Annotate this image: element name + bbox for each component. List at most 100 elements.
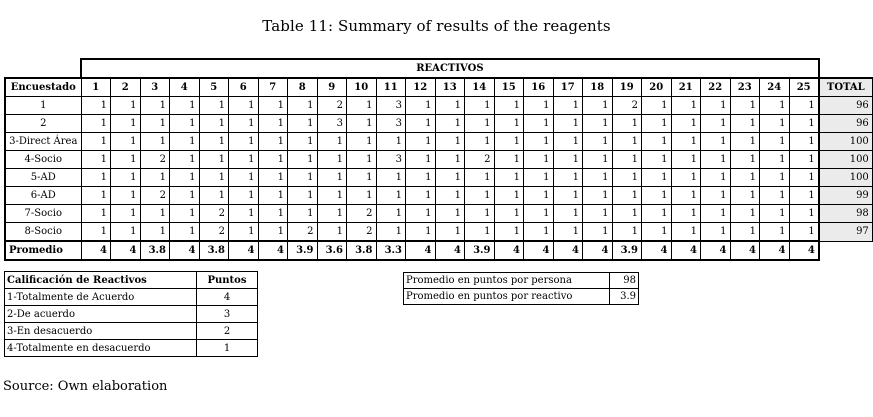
column-header-row: Encuestado 1 2 3 4 5 6 7 8 9 10 11 12 13 14 15 16 17 18 19… — [4, 77, 873, 97]
table-cell: 1 — [139, 132, 170, 151]
table-cell: 1 — [346, 150, 377, 169]
table-cell: 1 — [257, 222, 288, 242]
average-value: 98 — [609, 272, 639, 289]
table-cell: 2 — [139, 150, 170, 169]
table-cell: 1 — [316, 168, 347, 187]
table-cell: 1 — [257, 150, 288, 169]
table-cell: 1 — [228, 204, 259, 223]
table-cell: 1 — [759, 204, 790, 223]
summary-cell: 4 — [700, 240, 731, 261]
table-cell: 1 — [169, 204, 200, 223]
table-cell: 1 — [405, 186, 436, 205]
summary-cell: 4 — [80, 240, 111, 261]
table-cell: 1 — [316, 132, 347, 151]
table-cell: 2 — [198, 204, 229, 223]
group-header-row: REACTIVOS — [5, 58, 873, 79]
row-total: 99 — [818, 186, 873, 205]
table-cell: 1 — [700, 96, 731, 115]
row-total: 100 — [818, 168, 873, 187]
table-cell: 1 — [80, 186, 111, 205]
legend-label: 4-Totalmente en desacuerdo — [4, 339, 197, 357]
table-cell: 1 — [670, 168, 701, 187]
table-cell: 1 — [759, 150, 790, 169]
table-cell: 1 — [139, 222, 170, 242]
table-row: 3-Direct Área 1 1 1 1 1 1 1 1 1 1 1 1 1 1 1 1 1 1 1 1 1 1 1 1 1 10… — [4, 132, 873, 151]
average-row: Promedio en puntos por reactivo 3.9 — [403, 288, 639, 305]
table-cell: 1 — [316, 150, 347, 169]
legend-points: 1 — [196, 339, 258, 357]
table-cell: 2 — [346, 222, 377, 242]
table-cell: 1 — [80, 96, 111, 115]
table-cell: 1 — [788, 204, 820, 223]
summary-cell: 4 — [110, 240, 141, 261]
table-cell: 1 — [434, 222, 465, 242]
table-cell: 1 — [346, 114, 377, 133]
table-cell: 1 — [464, 132, 495, 151]
table-cell: 1 — [228, 96, 259, 115]
table-cell: 1 — [169, 150, 200, 169]
summary-cell: 4 — [228, 240, 259, 261]
table-cell: 1 — [198, 96, 229, 115]
table-cell: 1 — [523, 204, 554, 223]
table-cell: 1 — [346, 168, 377, 187]
table-cell: 1 — [788, 222, 820, 242]
table-cell: 1 — [729, 222, 760, 242]
table-cell: 1 — [169, 96, 200, 115]
table-cell: 1 — [700, 132, 731, 151]
column-header: 9 — [316, 77, 347, 97]
average-label: Promedio en puntos por persona — [403, 272, 610, 289]
summary-cell: 4 — [257, 240, 288, 261]
legend-header-row: Calificación de Reactivos Puntos — [4, 271, 258, 289]
table-cell: 1 — [405, 150, 436, 169]
table-cell: 1 — [198, 114, 229, 133]
legend-points: 2 — [196, 322, 258, 340]
table-cell: 2 — [287, 222, 318, 242]
table-cell: 1 — [493, 204, 524, 223]
table-cell: 1 — [434, 186, 465, 205]
legend-row: 1-Totalmente de Acuerdo 4 — [4, 288, 258, 306]
table-cell: 1 — [523, 222, 554, 242]
row-total: 96 — [818, 114, 873, 133]
column-header: 10 — [346, 77, 377, 97]
table-cell: 3 — [316, 114, 347, 133]
table-cell: 1 — [641, 204, 672, 223]
column-header: 6 — [228, 77, 259, 97]
table-cell: 1 — [700, 114, 731, 133]
table-cell: 1 — [375, 204, 406, 223]
table-cell: 1 — [375, 168, 406, 187]
legend-points: 3 — [196, 305, 258, 323]
summary-cell: 4 — [641, 240, 672, 261]
table-cell: 3 — [375, 114, 406, 133]
table-row: 4-Socio 1 1 2 1 1 1 1 1 1 1 3 1 1 2 1 1 1 1 1 1 1 1 1 1 1 100 — [4, 150, 873, 169]
table-cell: 1 — [611, 114, 642, 133]
row-total: 96 — [818, 96, 873, 115]
row-total: 98 — [818, 204, 873, 223]
table-cell: 1 — [257, 114, 288, 133]
table-cell: 1 — [670, 132, 701, 151]
row-label: 4-Socio — [4, 150, 82, 169]
table-cell: 1 — [582, 186, 613, 205]
average-value: 3.9 — [609, 288, 639, 305]
table-cell: 1 — [641, 168, 672, 187]
table-cell: 1 — [228, 150, 259, 169]
table-cell: 1 — [788, 114, 820, 133]
table-cell: 1 — [464, 222, 495, 242]
table-cell: 1 — [582, 168, 613, 187]
column-header: 22 — [700, 77, 731, 97]
table-cell: 1 — [552, 222, 583, 242]
column-header: 24 — [759, 77, 790, 97]
column-header: 19 — [611, 77, 642, 97]
table-cell: 1 — [729, 168, 760, 187]
summary-cell: 4 — [729, 240, 760, 261]
table-cell: 1 — [169, 114, 200, 133]
table-cell: 1 — [405, 222, 436, 242]
table-cell: 1 — [375, 222, 406, 242]
legend-header-label: Calificación de Reactivos — [4, 271, 197, 289]
table-cell: 1 — [552, 96, 583, 115]
summary-cell: 3.9 — [611, 240, 642, 261]
table-cell: 1 — [788, 168, 820, 187]
row-total: 100 — [818, 132, 873, 151]
table-cell: 1 — [257, 96, 288, 115]
column-header: 15 — [493, 77, 524, 97]
table-cell: 1 — [287, 186, 318, 205]
